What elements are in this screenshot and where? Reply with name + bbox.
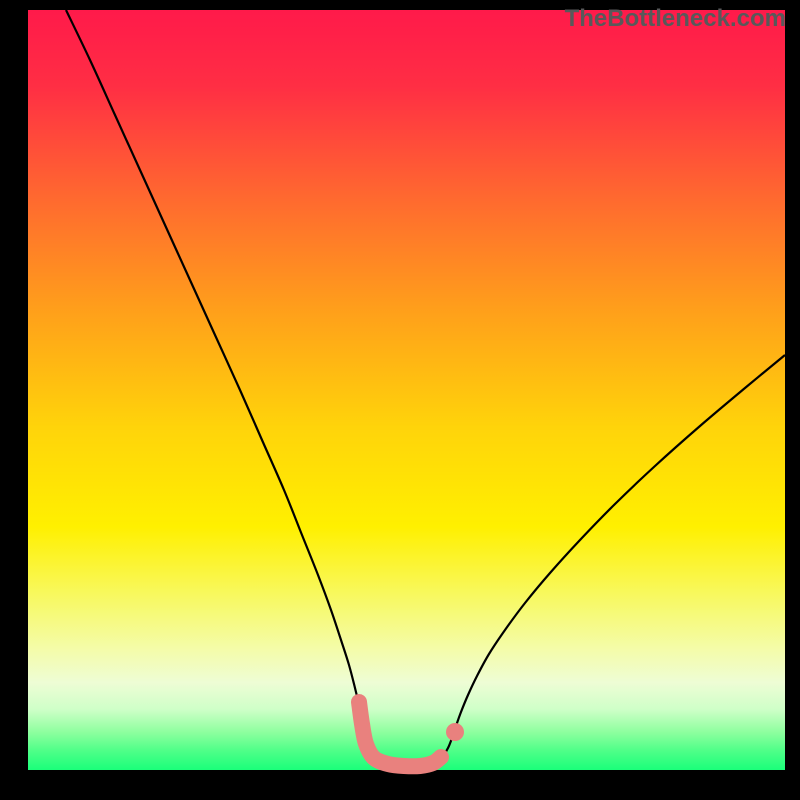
chart-plot-area [28, 10, 785, 770]
watermark-text: TheBottleneck.com [565, 5, 786, 33]
chart-gradient-background [28, 10, 785, 770]
